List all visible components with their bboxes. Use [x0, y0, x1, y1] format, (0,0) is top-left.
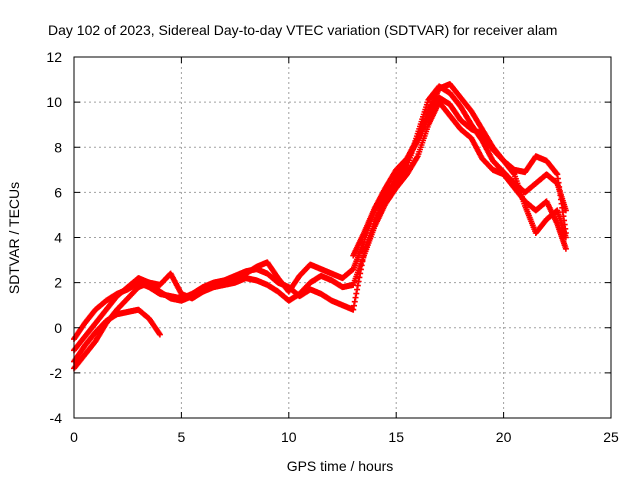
- x-tick-label: 25: [603, 429, 619, 445]
- y-axis-label: SDTVAR / TECUs: [6, 182, 22, 294]
- y-tick-label: -2: [50, 365, 63, 381]
- y-tick-label: 8: [54, 139, 62, 155]
- series-3: [71, 94, 569, 343]
- x-tick-label: 5: [178, 429, 186, 445]
- data-point: [156, 331, 163, 338]
- axes: 0 5 10 15 20 25 -4 -2 0 2 4 6 8 10 12: [46, 49, 619, 445]
- data-point: [562, 207, 569, 214]
- x-tick-label: 10: [281, 429, 297, 445]
- y-tick-label: 12: [46, 49, 62, 65]
- y-tick-label: 2: [54, 275, 62, 291]
- y-tick-label: -4: [50, 410, 63, 426]
- x-axis-label: GPS time / hours: [287, 458, 394, 474]
- data-point: [562, 234, 569, 241]
- x-tick-label: 0: [70, 429, 78, 445]
- chart-title: Day 102 of 2023, Sidereal Day-to-day VTE…: [48, 22, 557, 38]
- y-tick-label: 4: [54, 230, 62, 246]
- data-point: [562, 245, 569, 252]
- series-4: [71, 306, 163, 365]
- series-5: [350, 81, 569, 259]
- y-tick-label: 10: [46, 94, 62, 110]
- data-series: [71, 81, 569, 372]
- x-tick-label: 20: [496, 429, 512, 445]
- y-tick-label: 0: [54, 320, 62, 336]
- y-tick-label: 6: [54, 184, 62, 200]
- grid: [74, 57, 611, 418]
- x-tick-label: 15: [388, 429, 404, 445]
